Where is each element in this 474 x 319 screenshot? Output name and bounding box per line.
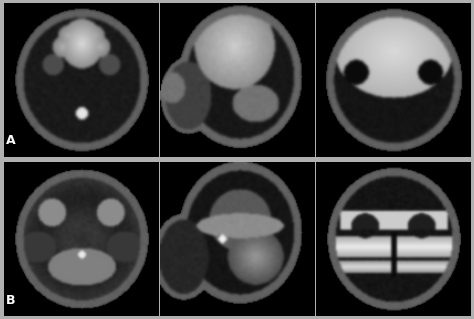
Text: B: B <box>6 294 15 307</box>
Text: A: A <box>6 134 15 147</box>
